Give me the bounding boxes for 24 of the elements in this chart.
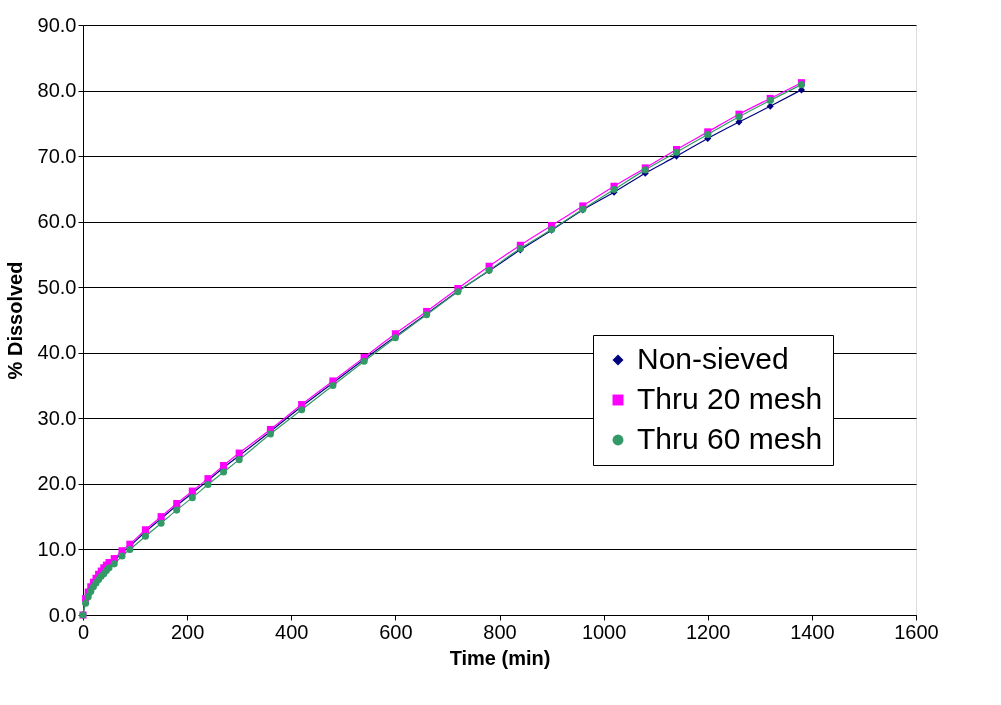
legend-label: Non-sieved — [637, 342, 789, 375]
x-tick-label: 400 — [275, 620, 309, 643]
y-tick-label: 70.0 — [37, 144, 77, 167]
x-tick-label: 0 — [77, 620, 90, 643]
x-tick-label: 1400 — [790, 620, 835, 643]
x-tick-label: 600 — [379, 620, 413, 643]
y-tick-label: 0.0 — [48, 603, 77, 626]
y-tick-label: 80.0 — [37, 79, 77, 102]
x-tick-label: 1600 — [894, 620, 939, 643]
x-tick-label: 1000 — [581, 620, 627, 643]
y-tick-label: 10.0 — [37, 537, 77, 560]
y-axis-title: % Dissolved — [3, 261, 26, 380]
x-tick-label: 1200 — [686, 620, 731, 643]
x-tick-label: 800 — [483, 620, 517, 643]
x-axis-title: Time (min) — [449, 646, 551, 669]
y-tick-label: 30.0 — [37, 406, 77, 429]
y-tick-label: 50.0 — [37, 275, 77, 298]
y-tick-label: 40.0 — [37, 341, 77, 364]
legend-label: Thru 20 mesh — [637, 382, 823, 415]
legend-label: Thru 60 mesh — [637, 422, 823, 455]
y-tick-label: 90.0 — [37, 13, 77, 36]
y-tick-label: 20.0 — [37, 472, 77, 495]
x-tick-label: 200 — [170, 620, 205, 643]
y-tick-label: 60.0 — [37, 210, 77, 233]
